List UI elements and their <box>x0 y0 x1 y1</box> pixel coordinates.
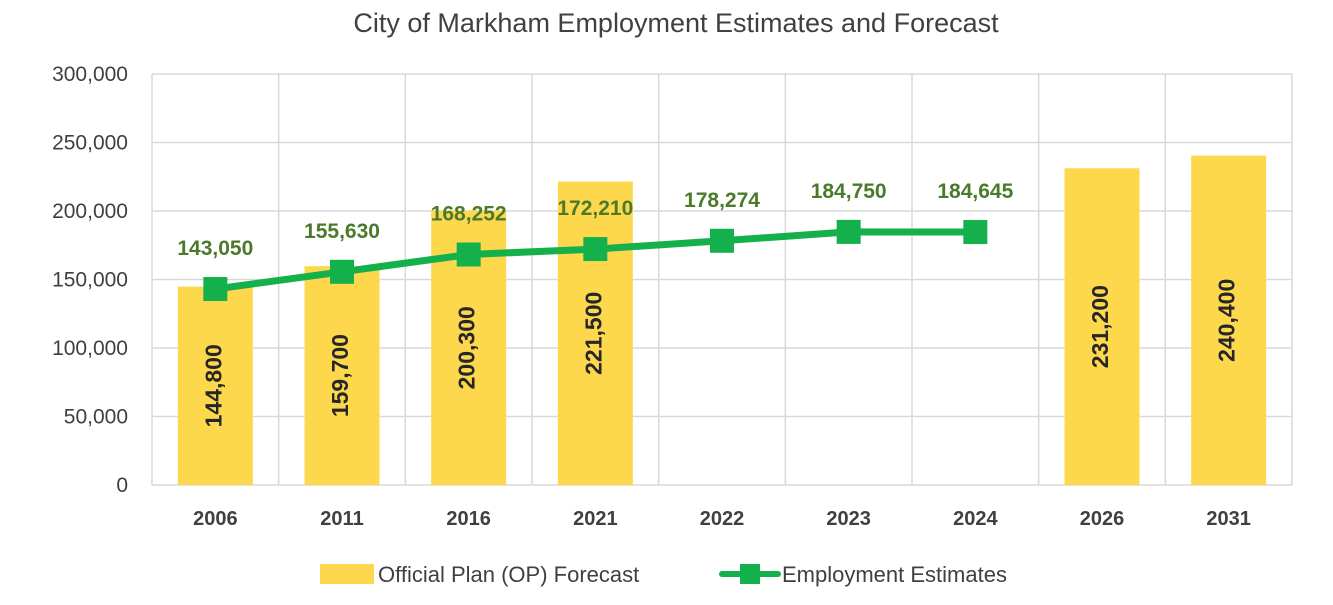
line-data-label: 184,645 <box>937 180 1013 203</box>
x-tick-label: 2011 <box>320 508 363 530</box>
x-tick-label: 2021 <box>573 508 618 530</box>
line-marker <box>330 259 354 284</box>
bar-data-label: 159,700 <box>327 334 353 417</box>
x-tick-label: 2026 <box>1080 508 1125 530</box>
x-tick-label: 2024 <box>953 508 998 530</box>
line-marker <box>203 277 228 302</box>
legend: Official Plan (OP) Forecast Employment E… <box>320 562 1007 587</box>
y-tick-label: 50,000 <box>64 406 128 429</box>
x-tick-label: 2016 <box>446 508 491 530</box>
x-tick-label: 2031 <box>1206 508 1251 530</box>
line-data-label: 155,630 <box>304 220 380 243</box>
y-tick-label: 0 <box>116 474 128 497</box>
y-axis: 0 50,000 100,000 150,000 200,000 250,000 300,0… <box>52 63 128 497</box>
x-tick-label: 2023 <box>826 508 871 530</box>
line-marker <box>963 220 988 245</box>
bar <box>304 266 380 485</box>
legend-label-line: Employment Estimates <box>782 562 1007 587</box>
bar-data-label: 240,400 <box>1214 279 1240 362</box>
line-marker <box>583 237 608 262</box>
bar <box>557 181 633 486</box>
line-data-label: 184,750 <box>811 180 887 203</box>
bar <box>1064 168 1140 486</box>
line-data-label: 172,210 <box>557 197 633 220</box>
x-tick-label: 2006 <box>193 508 238 530</box>
legend-swatch-marker <box>740 564 760 584</box>
line-data-label: 143,050 <box>177 237 253 260</box>
line-marker <box>456 242 481 267</box>
legend-swatch-bar <box>320 564 374 584</box>
chart-title: City of Markham Employment Estimates and… <box>353 8 999 38</box>
y-tick-label: 250,000 <box>52 132 128 155</box>
y-tick-label: 100,000 <box>52 337 128 360</box>
x-axis: 2006 2011 2016 2021 2022 2023 2024 2026 2031 <box>193 508 1251 530</box>
line-series: 143,050 155,630 168,252 172,210 178,274 184,7… <box>177 180 1014 302</box>
line-marker <box>836 219 861 244</box>
bar-data-label: 231,200 <box>1087 285 1113 368</box>
bar-data-label: 144,800 <box>200 344 226 427</box>
y-tick-label: 300,000 <box>52 63 128 86</box>
bar-data-label: 221,500 <box>580 292 606 375</box>
y-tick-label: 150,000 <box>52 269 128 292</box>
line-data-label: 168,252 <box>431 202 507 225</box>
line-data-label: 178,274 <box>684 189 760 212</box>
bar <box>177 286 253 485</box>
x-tick-label: 2022 <box>700 508 745 530</box>
bar-data-label: 200,300 <box>454 306 480 389</box>
bar <box>1191 155 1267 486</box>
line-marker <box>710 228 734 253</box>
y-tick-label: 200,000 <box>52 200 128 223</box>
legend-label-bar: Official Plan (OP) Forecast <box>378 562 639 587</box>
